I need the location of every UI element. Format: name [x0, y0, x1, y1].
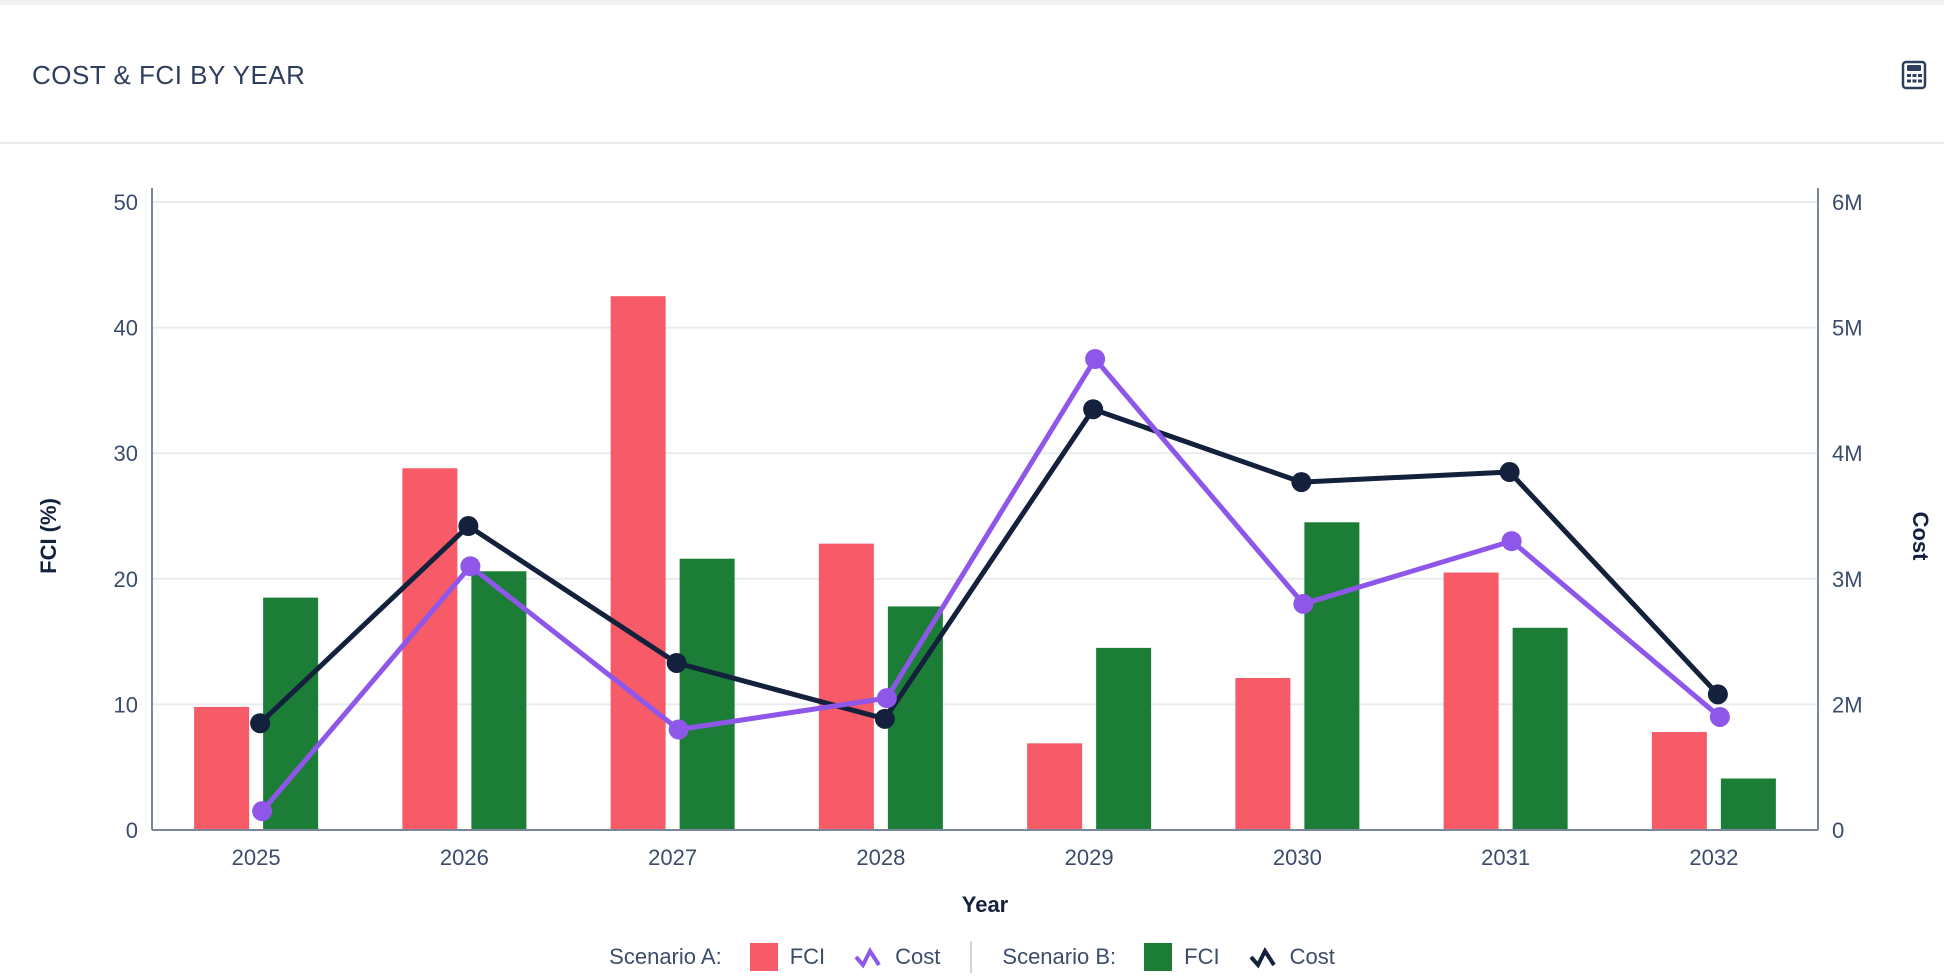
- legend-group-scenario-b: Scenario B: FCI Cost: [1002, 943, 1335, 971]
- y2-axis-label: Cost: [1908, 512, 1933, 562]
- x-tick-label: 2032: [1689, 845, 1738, 870]
- point-scenario-a-cost: [460, 556, 481, 577]
- point-scenario-b-cost: [874, 708, 895, 729]
- legend-scenario-b-fci-label: FCI: [1184, 944, 1220, 969]
- bar-scenario-a-fci: [818, 543, 874, 830]
- legend-scenario-a-fci-label: FCI: [789, 944, 826, 969]
- point-scenario-b-cost: [1291, 472, 1312, 493]
- bar-scenario-a-fci: [1443, 572, 1499, 830]
- bars: [194, 296, 1776, 830]
- bar-scenario-b-fci: [471, 571, 527, 830]
- cost-lines: [250, 349, 1730, 822]
- legend-scenario-b-label: Scenario B:: [1002, 944, 1117, 969]
- line-scenario-b-cost: [258, 406, 1720, 726]
- y2-tick-label: 5M: [1832, 316, 1863, 341]
- legend-separator: [970, 941, 973, 973]
- point-scenario-a-cost: [1501, 531, 1522, 552]
- bar-scenario-b-fci: [679, 558, 735, 830]
- bar-scenario-a-fci: [194, 706, 250, 830]
- y-tick-label: 50: [114, 190, 138, 215]
- legend-swatch-scenario-a-fci: [749, 943, 778, 971]
- bar-scenario-b-fci: [1096, 647, 1152, 830]
- y2-tick-label: 3M: [1832, 567, 1863, 592]
- y2-tick-label: 2M: [1832, 692, 1863, 717]
- x-tick-label: 2027: [648, 845, 697, 870]
- y-axis-label: FCI (%): [36, 498, 61, 574]
- bar-scenario-a-fci: [1651, 732, 1707, 830]
- y-tick-label: 0: [126, 818, 138, 843]
- legend-scenario-b-cost-label: Cost: [1289, 944, 1335, 969]
- y2-tick-label: 0: [1832, 818, 1844, 843]
- point-scenario-a-cost: [1085, 349, 1106, 369]
- bar-scenario-a-fci: [1235, 678, 1291, 830]
- grid-lines: [152, 201, 1818, 706]
- x-tick-label: 2025: [232, 845, 281, 870]
- legend-scenario-a-cost-label: Cost: [895, 944, 941, 969]
- point-scenario-b-cost: [458, 516, 479, 537]
- panel-header: COST & FCI BY YEAR: [0, 5, 1944, 144]
- legend-group-scenario-a: Scenario A: FCI Cost: [609, 943, 940, 971]
- x-tick-label: 2028: [856, 845, 905, 870]
- point-scenario-b-cost: [1083, 399, 1104, 420]
- x-tick-label: 2026: [440, 845, 489, 870]
- bar-scenario-a-fci: [402, 468, 458, 830]
- x-tick-label: 2030: [1273, 845, 1322, 870]
- bar-scenario-a-fci: [610, 296, 666, 830]
- panel-title: COST & FCI BY YEAR: [32, 60, 306, 90]
- y2-tick-label: 4M: [1832, 441, 1863, 466]
- x-tick-label: 2029: [1065, 845, 1114, 870]
- x-axis-label: Year: [962, 892, 1009, 917]
- bar-scenario-b-fci: [887, 606, 943, 830]
- chart-legend: Scenario A: FCI Cost Scenario B: FCI Cos…: [0, 940, 1944, 974]
- bar-scenario-b-fci: [1720, 778, 1776, 830]
- line-scenario-a-cost: [260, 356, 1722, 813]
- point-scenario-a-cost: [876, 688, 897, 709]
- point-scenario-b-cost: [1499, 462, 1520, 483]
- legend-line-icon-scenario-a-cost: [853, 943, 885, 971]
- y-tick-label: 40: [114, 316, 138, 341]
- point-scenario-a-cost: [252, 801, 273, 822]
- bar-scenario-a-fci: [1027, 743, 1083, 830]
- point-scenario-b-cost: [666, 652, 687, 673]
- calculator-icon[interactable]: [1900, 60, 1932, 92]
- legend-scenario-a-label: Scenario A:: [609, 944, 722, 969]
- bar-scenario-b-fci: [1512, 627, 1568, 830]
- bar-scenario-b-fci: [1304, 522, 1360, 830]
- legend-line-icon-scenario-b-cost: [1248, 943, 1280, 971]
- top-strip: [0, 0, 1944, 5]
- point-scenario-a-cost: [1293, 593, 1314, 614]
- point-scenario-a-cost: [668, 719, 689, 740]
- legend-swatch-scenario-b-fci: [1144, 943, 1173, 971]
- y2-tick-label: 6M: [1832, 190, 1863, 215]
- y-tick-label: 30: [114, 441, 138, 466]
- y-tick-label: 10: [114, 692, 138, 717]
- point-scenario-b-cost: [1707, 684, 1728, 705]
- y-tick-label: 20: [114, 567, 138, 592]
- x-tick-label: 2031: [1481, 845, 1530, 870]
- point-scenario-a-cost: [1709, 706, 1730, 727]
- point-scenario-b-cost: [250, 713, 271, 734]
